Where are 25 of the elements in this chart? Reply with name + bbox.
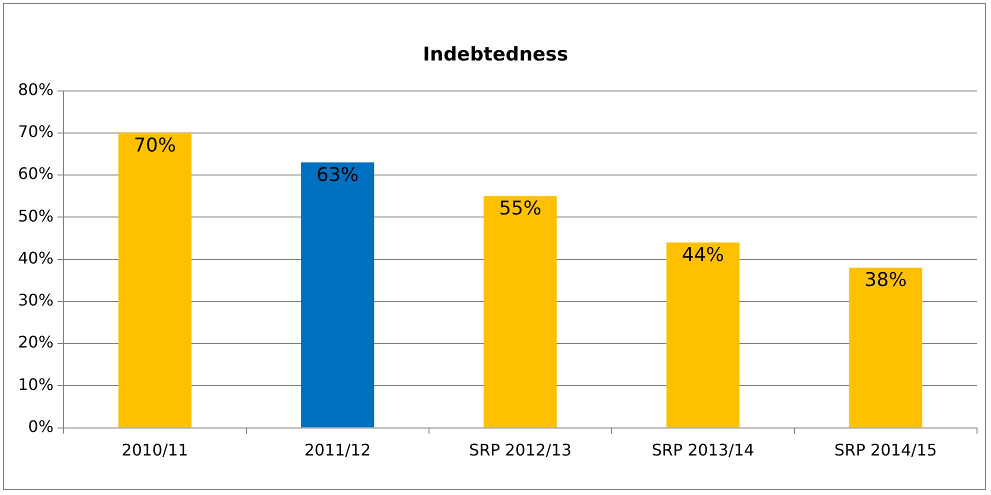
bar [666,242,740,428]
x-tick-label: SRP 2014/15 [834,440,937,460]
y-tick-label: 30% [18,290,54,310]
chart-title: Indebtedness [422,43,568,66]
bar [301,162,374,428]
data-label: 55% [499,198,542,220]
bar [849,268,922,428]
x-tick-label: 2011/12 [304,440,371,460]
y-tick-label: 10% [18,374,54,394]
bar [484,196,557,428]
bar [118,132,192,428]
x-tick-label: SRP 2013/14 [652,440,754,460]
y-tick-label: 20% [18,332,54,352]
data-label: 63% [316,164,359,186]
y-tick-label: 80% [18,80,54,99]
y-tick-label: 70% [18,122,54,142]
data-label: 70% [134,134,176,156]
x-tick-label: 2010/11 [122,440,188,460]
y-tick-label: 50% [18,206,54,226]
y-tick-label: 40% [18,248,54,268]
y-tick-label: 0% [28,416,54,436]
x-tick-label: SRP 2012/13 [469,440,572,460]
data-label: 38% [864,269,907,292]
y-tick-label: 60% [18,164,54,184]
data-label: 44% [682,244,724,266]
